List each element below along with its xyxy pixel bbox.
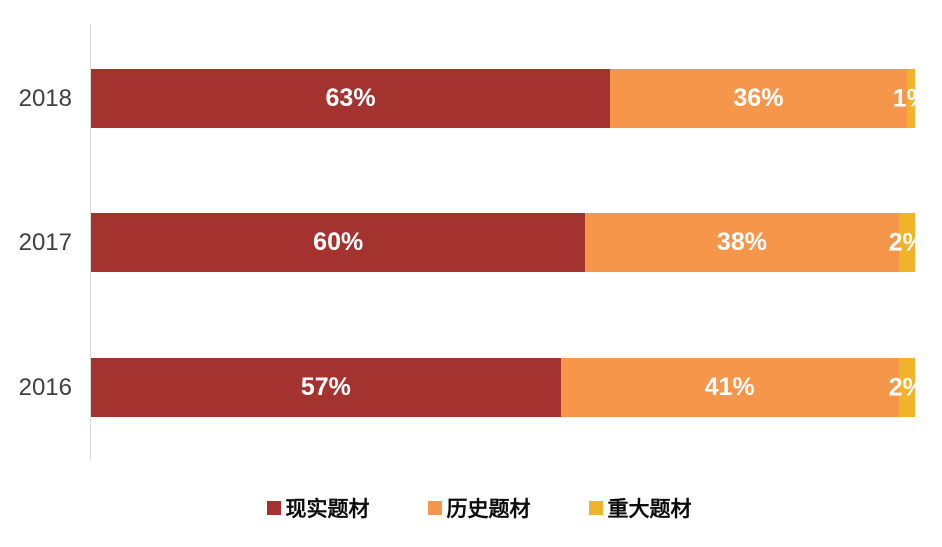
legend: 现实题材 历史题材 重大题材 <box>0 490 942 526</box>
data-label: 63% <box>325 84 376 112</box>
bar-row-2018: 2018 63% 36% 1% <box>0 69 942 128</box>
y-axis-line <box>90 24 91 460</box>
segment-zhongda-2017: 2% <box>889 213 915 272</box>
bar-row-2016: 2016 57% 41% 2% <box>0 358 942 417</box>
data-label: 2% <box>888 373 915 401</box>
legend-label: 历史题材 <box>446 498 531 521</box>
segment-lishi-2018: 36% <box>610 69 907 128</box>
data-label: 41% <box>704 373 755 401</box>
legend-swatch-gold <box>588 501 603 515</box>
legend-label: 重大题材 <box>607 498 692 521</box>
stacked-bar-2017: 60% 38% 2% <box>91 213 915 272</box>
segment-lishi-2016: 41% <box>560 358 899 417</box>
legend-swatch-dark-red <box>266 501 281 515</box>
data-label: 57% <box>300 373 351 401</box>
category-label-2018: 2018 <box>18 85 72 112</box>
segment-zhongda-2018: 1% <box>893 69 915 128</box>
legend-item-lishi: 历史题材 <box>427 493 531 523</box>
legend-item-zhongda: 重大题材 <box>588 493 692 523</box>
data-label: 60% <box>313 228 364 256</box>
segment-xianshi-2016: 57% <box>91 358 561 417</box>
segment-xianshi-2018: 63% <box>91 69 611 128</box>
legend-label: 现实题材 <box>285 498 370 521</box>
data-label: 38% <box>716 228 767 256</box>
legend-swatch-orange <box>427 501 442 515</box>
stacked-bar-2016: 57% 41% 2% <box>91 358 915 417</box>
bar-row-2017: 2017 60% 38% 2% <box>0 213 942 272</box>
category-label-2016: 2016 <box>18 374 72 401</box>
data-label: 36% <box>733 84 784 112</box>
legend-item-xianshi: 现实题材 <box>266 493 370 523</box>
category-label-2017: 2017 <box>18 229 72 256</box>
segment-zhongda-2016: 2% <box>889 358 915 417</box>
data-label: 2% <box>888 228 915 256</box>
stacked-bar-2018: 63% 36% 1% <box>91 69 915 128</box>
data-label: 1% <box>892 84 915 112</box>
segment-xianshi-2017: 60% <box>91 213 586 272</box>
segment-lishi-2017: 38% <box>585 213 899 272</box>
